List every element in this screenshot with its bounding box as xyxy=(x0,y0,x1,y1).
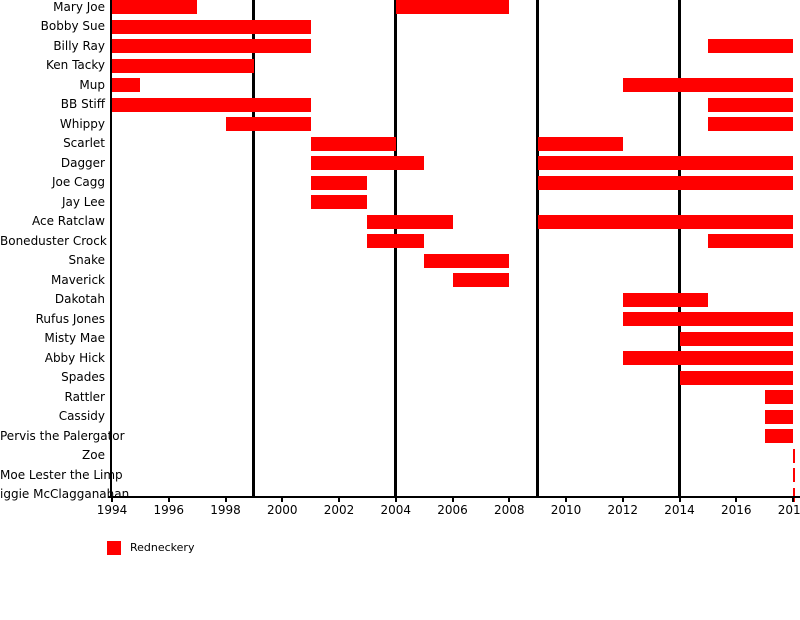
row-label: Maverick xyxy=(50,272,105,287)
x-tick-label: 2002 xyxy=(323,503,355,517)
bar-segment xyxy=(707,234,793,248)
bar-segment xyxy=(537,214,793,229)
bar-segment xyxy=(310,175,368,190)
x-tick xyxy=(111,497,113,502)
row-label: Ken Tacky xyxy=(46,58,105,72)
bar-segment xyxy=(764,390,793,404)
x-tick xyxy=(394,497,397,502)
bar-segment xyxy=(225,117,311,131)
guide-line-2014 xyxy=(678,0,681,497)
bar-segment xyxy=(537,175,793,190)
x-tick xyxy=(508,497,511,502)
x-tick-label: 2016 xyxy=(720,503,752,517)
legend-label: Redneckery xyxy=(130,541,195,554)
bar-segment xyxy=(622,351,793,365)
x-tick xyxy=(565,497,567,502)
bar-segment xyxy=(537,136,623,151)
row-label: Zoe xyxy=(82,448,105,462)
x-tick-label: 2010 xyxy=(550,503,582,517)
bar-segment xyxy=(707,117,793,131)
bar-segment xyxy=(679,331,793,346)
row-label: Mup xyxy=(79,77,105,92)
row-label: Billy Ray xyxy=(53,38,105,53)
bar-segment xyxy=(452,273,510,287)
x-tick-label: 2014 xyxy=(664,503,695,517)
bar-segment xyxy=(707,39,793,53)
bar-segment xyxy=(310,136,396,151)
row-label: Jay Lee xyxy=(61,194,105,209)
row-label: Ace Ratclaw xyxy=(31,214,105,228)
x-tick xyxy=(281,497,284,502)
x-tick-label: 2012 xyxy=(607,503,639,517)
bar-segment xyxy=(622,78,793,92)
x-axis-line xyxy=(108,496,800,498)
x-tick-label: 2008 xyxy=(493,503,525,517)
bar-segment xyxy=(679,370,793,385)
row-label: Whippy xyxy=(59,116,105,131)
bar-segment xyxy=(793,448,795,463)
guide-line-2004 xyxy=(394,0,398,497)
legend: Redneckery xyxy=(107,541,194,555)
bar-segment xyxy=(310,195,368,209)
bar-segment xyxy=(537,156,793,170)
row-label: Pervis the Palergator xyxy=(0,428,125,443)
guide-line-2009 xyxy=(536,0,540,497)
x-tick xyxy=(338,497,340,502)
bar-segment xyxy=(367,214,453,229)
bar-segment xyxy=(793,468,795,482)
x-tick-label: 2018 xyxy=(777,503,800,517)
bar-segment xyxy=(764,409,793,424)
bar-segment xyxy=(395,0,510,14)
legend-swatch-icon xyxy=(107,541,121,555)
bar-segment xyxy=(793,487,795,502)
bar-segment xyxy=(112,19,311,34)
bar-segment xyxy=(112,97,311,112)
x-tick-label: 2000 xyxy=(266,503,298,517)
row-label: Scarlet xyxy=(63,136,105,150)
row-label: Bobby Sue xyxy=(40,19,105,33)
x-tick xyxy=(167,497,170,502)
y-axis-line xyxy=(110,0,112,497)
row-label: Mary Joe xyxy=(53,0,105,14)
row-label: iggie McClagganahan xyxy=(0,487,130,501)
row-label: Abby Hick xyxy=(44,350,105,365)
row-label: BB Stiff xyxy=(60,97,105,111)
bar-segment xyxy=(764,429,793,443)
x-tick xyxy=(735,497,738,502)
x-tick xyxy=(678,497,681,502)
row-label: Joe Cagg xyxy=(51,175,105,189)
bar-segment xyxy=(112,58,254,73)
x-tick xyxy=(621,497,624,502)
bar-segment xyxy=(622,312,793,326)
x-tick xyxy=(224,497,227,502)
bar-segment xyxy=(112,78,141,92)
x-tick xyxy=(451,497,454,502)
row-label: Snake xyxy=(68,253,105,267)
x-tick-label: 2006 xyxy=(437,503,468,517)
bar-segment xyxy=(622,292,708,307)
bar-segment xyxy=(424,253,510,268)
bar-segment xyxy=(310,156,425,170)
row-label: Spades xyxy=(61,370,105,384)
row-label: Dagger xyxy=(60,155,105,170)
bar-segment xyxy=(367,234,425,248)
row-label: Rufus Jones xyxy=(35,311,105,326)
guide-line-1999 xyxy=(252,0,256,497)
bar-segment xyxy=(112,39,311,53)
x-tick xyxy=(792,497,794,502)
row-label: Misty Mae xyxy=(44,331,105,345)
bar-segment xyxy=(707,97,793,112)
x-tick-label: 1996 xyxy=(153,503,185,517)
x-tick-label: 1994 xyxy=(96,503,128,517)
row-label: Boneduster Crock xyxy=(0,233,107,248)
row-label: Moe Lester the Limp xyxy=(0,467,123,482)
x-tick-label: 1998 xyxy=(210,503,241,517)
bar-segment xyxy=(112,0,198,14)
row-label: Rattler xyxy=(64,389,106,404)
row-label: Cassidy xyxy=(58,409,105,423)
x-tick-label: 2004 xyxy=(380,503,412,517)
row-label: Dakotah xyxy=(54,292,105,306)
